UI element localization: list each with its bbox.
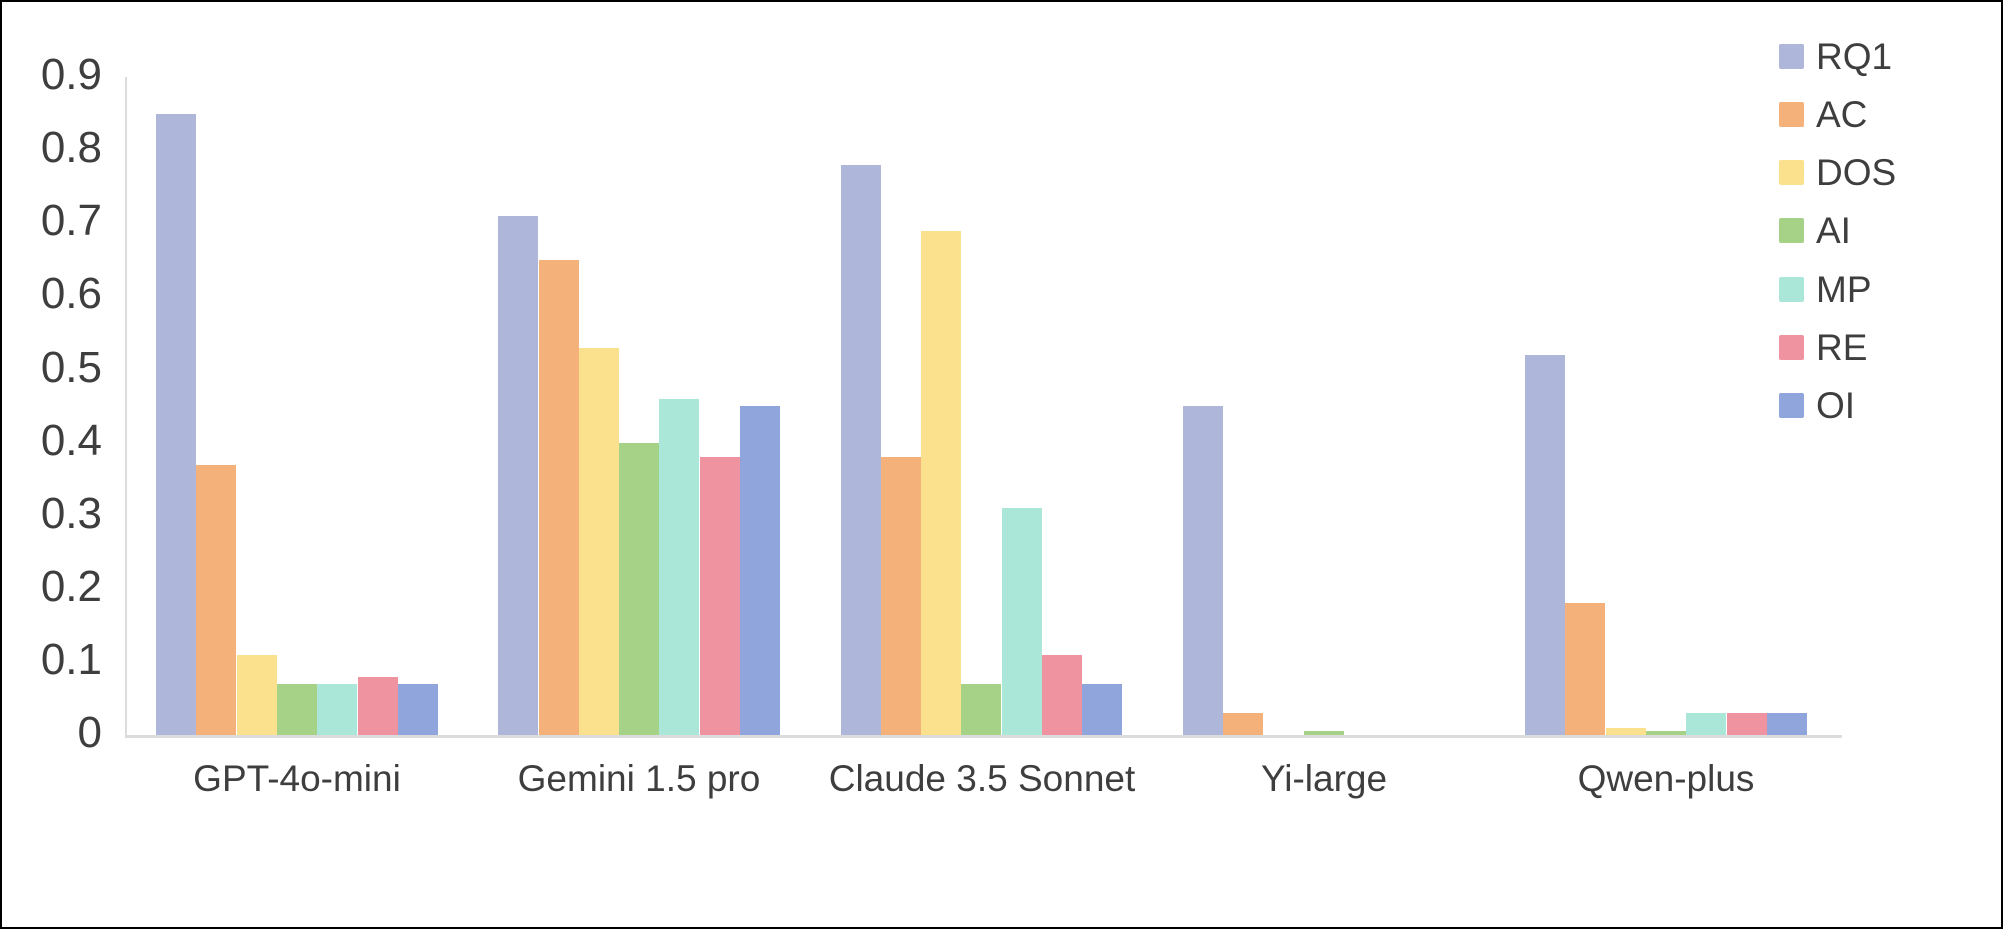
y-tick-label: 0.1	[40, 634, 102, 684]
bar-ac-gemini-1-5-pro	[539, 260, 579, 735]
bar-dos-gemini-1-5-pro	[579, 348, 619, 735]
bar-ai-gpt-4o-mini	[277, 684, 317, 735]
y-tick-label: 0.7	[40, 196, 102, 246]
bar-ai-claude-3-5-sonnet	[961, 684, 1001, 735]
legend-swatch-ai	[1779, 218, 1804, 244]
x-category-label: GPT-4o-mini	[193, 758, 401, 799]
legend-swatch-rq1	[1779, 43, 1804, 69]
bar-mp-gemini-1-5-pro	[659, 399, 699, 735]
legend-label: MP	[1816, 268, 1872, 310]
x-category-label: Claude 3.5 Sonnet	[828, 758, 1136, 799]
bar-dos-qwen-plus	[1606, 728, 1646, 735]
y-tick-label: 0.4	[40, 415, 102, 465]
x-category-label: Yi-large	[1260, 758, 1388, 799]
y-tick-label: 0.5	[40, 342, 102, 392]
y-axis-line	[125, 77, 127, 735]
legend-item-ac[interactable]: AC	[1779, 96, 1867, 133]
bar-ai-qwen-plus	[1646, 731, 1686, 735]
bar-re-gpt-4o-mini	[358, 677, 398, 735]
bar-ac-claude-3-5-sonnet	[881, 457, 921, 735]
bar-dos-claude-3-5-sonnet	[921, 231, 961, 735]
x-category-label: Gemini 1.5 pro	[517, 758, 761, 799]
bar-ac-yi-large	[1223, 713, 1263, 735]
legend-item-rq1[interactable]: RQ1	[1779, 38, 1892, 75]
bar-mp-claude-3-5-sonnet	[1002, 508, 1042, 735]
legend-label: RQ1	[1816, 35, 1893, 77]
bar-re-qwen-plus	[1727, 713, 1767, 735]
bar-oi-qwen-plus	[1767, 713, 1807, 735]
bar-rq1-qwen-plus	[1525, 355, 1565, 735]
legend-item-mp[interactable]: MP	[1779, 271, 1872, 308]
bar-ac-gpt-4o-mini	[196, 465, 236, 735]
bar-rq1-gpt-4o-mini	[156, 114, 196, 735]
y-tick-label: 0.6	[40, 269, 102, 319]
x-category-label: Qwen-plus	[1577, 758, 1755, 799]
bar-mp-gpt-4o-mini	[317, 684, 357, 735]
legend-swatch-mp	[1779, 276, 1804, 302]
bar-re-claude-3-5-sonnet	[1042, 655, 1082, 735]
legend-label: AI	[1816, 210, 1851, 252]
legend-swatch-dos	[1779, 160, 1804, 186]
x-axis-line	[125, 735, 1842, 738]
bar-oi-gpt-4o-mini	[398, 684, 438, 735]
legend-item-dos[interactable]: DOS	[1779, 154, 1896, 191]
bar-dos-gpt-4o-mini	[237, 655, 277, 735]
legend-label: AC	[1816, 93, 1868, 135]
y-tick-label: 0.8	[40, 123, 102, 173]
legend-label: DOS	[1816, 152, 1897, 194]
bar-re-gemini-1-5-pro	[700, 457, 740, 735]
bar-oi-claude-3-5-sonnet	[1082, 684, 1122, 735]
legend-label: RE	[1816, 327, 1868, 368]
bar-rq1-yi-large	[1183, 406, 1223, 735]
y-tick-label: 0.2	[40, 561, 102, 611]
y-tick-label: 0.9	[40, 50, 102, 100]
legend-swatch-oi	[1779, 393, 1804, 419]
bar-mp-qwen-plus	[1686, 713, 1726, 735]
legend-item-re[interactable]: RE	[1779, 329, 1867, 366]
legend-label: OI	[1816, 385, 1856, 427]
bar-oi-gemini-1-5-pro	[740, 406, 780, 735]
bar-ai-yi-large	[1304, 731, 1344, 735]
bar-ac-qwen-plus	[1565, 603, 1605, 735]
bar-ai-gemini-1-5-pro	[619, 443, 659, 735]
legend-item-oi[interactable]: OI	[1779, 387, 1855, 424]
legend-item-ai[interactable]: AI	[1779, 212, 1851, 249]
bar-rq1-claude-3-5-sonnet	[841, 165, 881, 735]
bar-rq1-gemini-1-5-pro	[498, 216, 538, 735]
legend-swatch-re	[1779, 335, 1804, 360]
y-tick-label: 0.3	[40, 488, 102, 538]
legend-swatch-ac	[1779, 101, 1804, 127]
y-tick-label: 0	[77, 708, 102, 757]
